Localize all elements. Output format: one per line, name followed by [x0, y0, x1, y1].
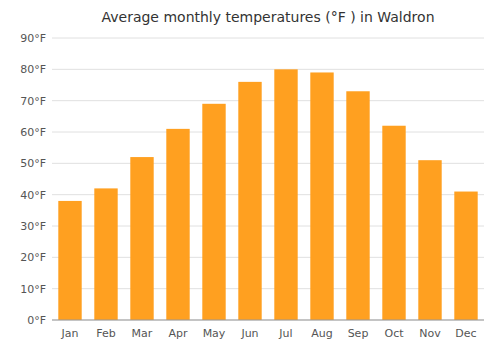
x-tick-label: Dec	[455, 327, 476, 340]
y-tick-label: 10°F	[20, 283, 46, 296]
title: Average monthly temperatures (°F ) in Wa…	[101, 9, 434, 25]
y-tick-label: 70°F	[20, 95, 46, 108]
bar	[382, 126, 405, 320]
bar	[346, 91, 369, 320]
bar	[238, 82, 261, 320]
bar	[454, 192, 477, 320]
y-tick-label: 60°F	[20, 126, 46, 139]
bar	[166, 129, 189, 320]
x-axis-line	[52, 320, 484, 321]
bar	[130, 157, 153, 320]
grid	[52, 38, 484, 320]
x-tick-label: May	[203, 327, 226, 340]
x-tick-label: Jul	[278, 327, 292, 340]
bar	[58, 201, 81, 320]
y-tick-label: 80°F	[20, 63, 46, 76]
x-axis: Jan Feb Mar Apr May Jun Jul Aug Sep Oct Nov Dec	[61, 327, 477, 340]
x-tick-label: Oct	[384, 327, 404, 340]
x-tick-label: Feb	[96, 327, 115, 340]
x-tick-label: Aug	[311, 327, 332, 340]
bar	[418, 160, 441, 320]
x-tick-label: Jun	[240, 327, 258, 340]
grid-line	[52, 38, 484, 39]
bar	[94, 188, 117, 320]
x-tick-label: Jan	[61, 327, 79, 340]
chart: Average monthly temperatures (°F ) in Wa…	[0, 0, 500, 350]
x-tick-label: Nov	[419, 327, 441, 340]
grid-line	[52, 132, 484, 133]
y-tick-label: 0°F	[27, 314, 46, 327]
x-tick-label: Sep	[348, 327, 369, 340]
y-tick-label: 20°F	[20, 251, 46, 264]
y-axis: 0°F 10°F 20°F 30°F 40°F 50°F 60°F 70°F 80°F 90°F	[20, 32, 46, 327]
x-tick-label: Mar	[132, 327, 153, 340]
bars	[58, 69, 477, 320]
y-tick-label: 40°F	[20, 189, 46, 202]
x-tick-label: Apr	[168, 327, 188, 340]
grid-line	[52, 320, 484, 321]
grid-line	[52, 100, 484, 101]
y-tick-label: 30°F	[20, 220, 46, 233]
bar	[310, 72, 333, 320]
bar	[202, 104, 225, 320]
grid-line	[52, 69, 484, 70]
bar	[274, 69, 297, 320]
y-tick-label: 50°F	[20, 157, 46, 170]
y-tick-label: 90°F	[20, 32, 46, 45]
page: {"chart_data": {"type": "bar", "title": …	[0, 0, 500, 350]
